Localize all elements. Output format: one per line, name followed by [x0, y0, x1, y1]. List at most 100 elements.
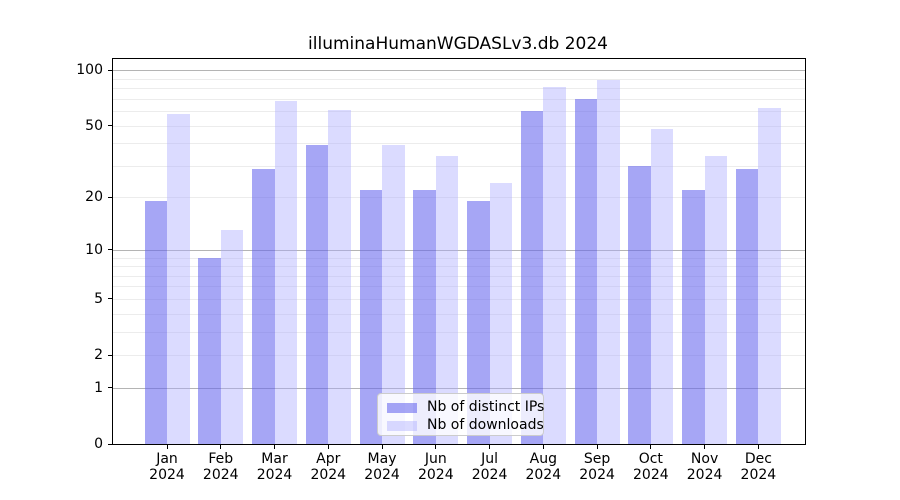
x-label-month: Apr — [316, 451, 341, 467]
bar-distinct-ips-dec — [735, 168, 759, 444]
x-tick-label: Jul 2024 — [458, 451, 522, 483]
bar-distinct-ips-aug — [520, 111, 544, 444]
legend-item-downloads: Nb of downloads — [387, 417, 544, 434]
y-axis: 100 50 20 10 5 2 1 0 — [76, 59, 805, 452]
y-tick — [108, 354, 112, 356]
bar-downloads-oct — [650, 128, 674, 444]
bar-downloads-feb — [220, 230, 244, 444]
bar-downloads-sep — [597, 79, 620, 444]
bar-downloads-dec — [758, 108, 781, 444]
x-tick — [596, 445, 598, 449]
bar-distinct-ips-jan — [144, 201, 167, 444]
chart-title: illuminaHumanWGDASLv3.db 2024 — [308, 34, 608, 54]
x-tick — [274, 445, 276, 449]
x-tick-label: Dec 2024 — [726, 451, 790, 483]
bar-downloads-jun — [435, 156, 459, 444]
x-tick — [489, 445, 491, 449]
minor-gridline — [113, 197, 805, 199]
gridlines — [113, 59, 805, 444]
y-tick-label: 50 — [85, 117, 103, 134]
y-tick — [108, 443, 112, 445]
minor-gridline — [113, 165, 805, 167]
x-tick — [757, 445, 759, 449]
legend-item-distinct-ips: Nb of distinct IPs — [387, 399, 545, 416]
plot-area: 100 50 20 10 5 2 1 0 Jan 2024 Feb 2024 Mar 2024 Apr 20… — [76, 58, 806, 483]
y-tick — [108, 125, 112, 127]
x-tick — [166, 445, 168, 449]
x-tick-label: Sep 2024 — [565, 451, 629, 483]
x-tick — [542, 445, 544, 449]
minor-gridline — [113, 313, 805, 315]
x-tick — [327, 445, 329, 449]
y-tick — [108, 298, 112, 300]
x-label-month: Jun — [424, 451, 447, 467]
bar-distinct-ips-jun — [413, 190, 436, 444]
bar-distinct-ips-nov — [682, 190, 705, 444]
x-label-year: 2024 — [149, 467, 185, 483]
bar-distinct-ips-jul — [467, 201, 490, 444]
legend: Nb of distinct IPs Nb of downloads — [377, 393, 544, 436]
minor-gridline — [113, 98, 805, 100]
y-tick-label: 100 — [76, 62, 103, 79]
x-tick-label: Feb 2024 — [189, 451, 253, 483]
x-tick-label: Aug 2024 — [511, 451, 575, 483]
x-label-year: 2024 — [525, 467, 562, 483]
x-label-month: Dec — [744, 451, 772, 467]
bar-distinct-ips-may — [359, 190, 383, 444]
minor-gridline — [113, 143, 805, 145]
x-label-month: May — [367, 451, 397, 467]
bar-distinct-ips-feb — [198, 257, 221, 444]
x-label-month: Mar — [261, 451, 288, 467]
x-tick — [704, 445, 706, 449]
x-label-month: Aug — [529, 451, 557, 467]
x-label-month: Nov — [690, 451, 719, 467]
x-label-month: Feb — [208, 451, 234, 467]
y-tick — [108, 387, 112, 389]
x-label-year: 2024 — [256, 467, 293, 483]
minor-gridline — [113, 355, 805, 357]
minor-gridline — [113, 331, 805, 333]
bar-downloads-nov — [704, 156, 728, 444]
y-tick-label: 20 — [85, 189, 103, 206]
bar-downloads-jan — [167, 113, 190, 444]
x-tick-label: Jun 2024 — [404, 451, 468, 483]
legend-label-distinct-ips: Nb of distinct IPs — [427, 399, 545, 415]
y-tick — [108, 69, 112, 71]
bar-downloads-mar — [274, 101, 298, 444]
x-label-year: 2024 — [310, 467, 347, 483]
legend-label-downloads: Nb of downloads — [427, 417, 544, 433]
minor-gridline — [113, 88, 805, 90]
x-tick-label: Oct 2024 — [619, 451, 683, 483]
x-tick — [220, 445, 222, 449]
x-tick — [435, 445, 437, 449]
x-label-month: Jan — [156, 451, 178, 467]
x-tick-label: Nov 2024 — [673, 451, 737, 483]
x-tick — [650, 445, 652, 449]
y-tick-label: 5 — [94, 290, 103, 307]
y-tick-label: 1 — [94, 379, 103, 396]
minor-gridline — [113, 111, 805, 113]
minor-gridline — [113, 125, 805, 127]
x-tick-label: Jan 2024 — [135, 451, 199, 483]
x-tick-label: Mar 2024 — [243, 451, 307, 483]
legend-swatch-distinct-ips — [387, 402, 417, 413]
x-label-month: Oct — [638, 451, 663, 467]
minor-gridline — [113, 275, 805, 277]
bar-distinct-ips-sep — [574, 98, 598, 444]
x-label-year: 2024 — [417, 467, 454, 483]
bar-downloads-may — [382, 145, 405, 444]
y-tick-label: 0 — [94, 436, 103, 452]
x-label-year: 2024 — [633, 467, 669, 483]
bar-downloads-apr — [328, 109, 351, 444]
bar-distinct-ips-apr — [305, 145, 329, 444]
y-tick-label: 2 — [94, 347, 103, 364]
bar-distinct-ips-oct — [628, 165, 651, 444]
legend-swatch-downloads — [387, 420, 417, 431]
x-tick-label: Apr 2024 — [296, 451, 360, 483]
major-gridline — [113, 387, 805, 389]
x-label-year: 2024 — [202, 467, 239, 483]
y-tick — [108, 249, 112, 251]
x-label-month: Jul — [481, 451, 498, 467]
major-gridline — [113, 249, 805, 251]
